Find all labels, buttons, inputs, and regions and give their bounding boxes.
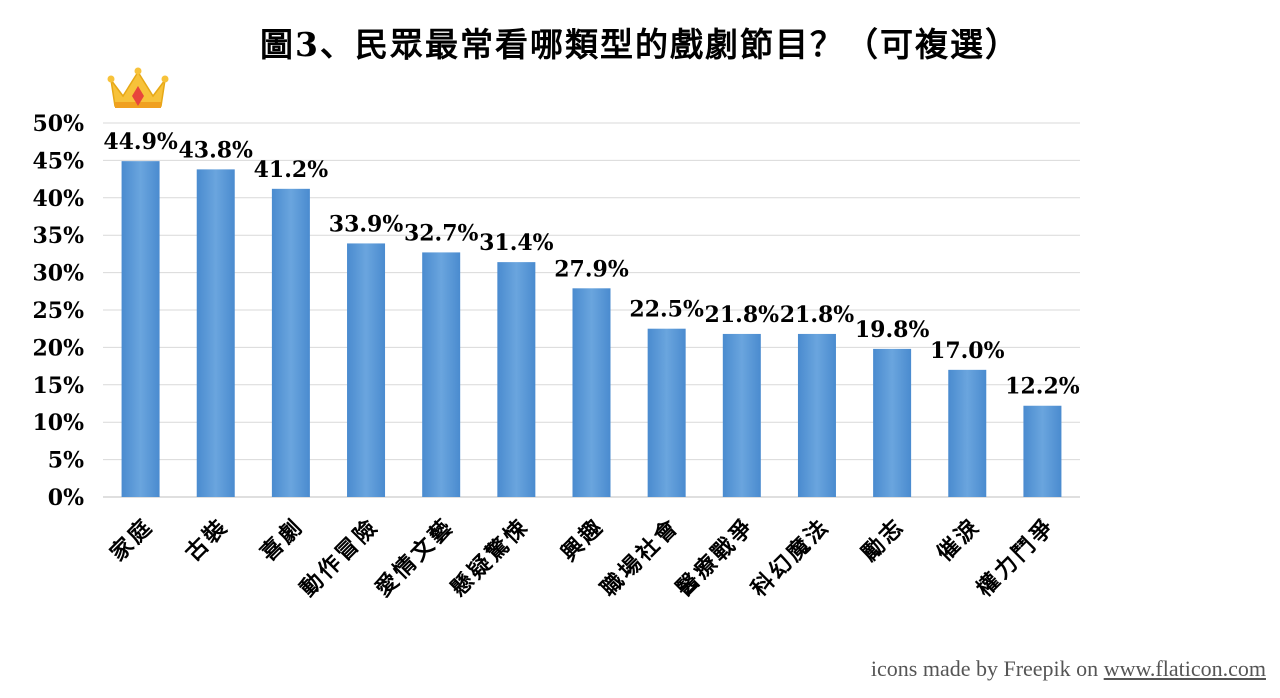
x-tick-label: 勵志 [857, 513, 911, 567]
bar [347, 243, 386, 497]
bar [196, 169, 235, 497]
value-label: 44.9% [103, 129, 178, 155]
bar [422, 252, 461, 497]
x-tick-label: 醫療戰爭 [671, 513, 760, 602]
y-tick-label: 35% [32, 223, 84, 249]
value-label: 21.8% [780, 302, 855, 328]
bar [121, 161, 160, 497]
value-label: 41.2% [254, 157, 329, 183]
x-tick-label: 愛情文藝 [370, 513, 459, 602]
bar [647, 328, 686, 497]
x-tick-label: 權力鬥爭 [972, 513, 1061, 602]
y-axis-ticks: 0% 5% 10% 15% 20% 25% 30% 35% 40% 45% 50% [32, 111, 84, 511]
chart-title: 圖3、民眾最常看哪類型的戲劇節目？（可複選） [260, 25, 1020, 64]
y-tick-label: 40% [32, 186, 84, 212]
x-tick-label: 職場社會 [596, 513, 685, 602]
value-label: 32.7% [404, 220, 479, 246]
bars [121, 161, 1062, 497]
bar [873, 348, 912, 497]
value-label: 12.2% [1005, 374, 1080, 400]
y-tick-label: 30% [32, 261, 84, 287]
x-tick-label: 催淚 [932, 513, 986, 567]
y-tick-label: 10% [32, 410, 84, 436]
value-label: 17.0% [930, 338, 1005, 364]
credit-text: icons made by Freepik on [870, 656, 1104, 681]
y-tick-label: 0% [48, 485, 84, 511]
bar [948, 369, 987, 497]
y-tick-label: 5% [48, 448, 84, 474]
x-tick-label: 懸疑驚悚 [445, 513, 534, 602]
value-label: 33.9% [329, 211, 404, 237]
bar [271, 188, 310, 497]
y-tick-label: 20% [32, 335, 84, 361]
y-tick-label: 50% [32, 111, 84, 137]
y-tick-label: 25% [32, 298, 84, 324]
bar [722, 333, 761, 497]
value-label: 31.4% [479, 230, 554, 256]
value-label: 43.8% [178, 137, 253, 163]
value-label: 19.8% [855, 317, 930, 343]
value-label: 21.8% [705, 302, 780, 328]
x-tick-label: 興趣 [556, 513, 610, 567]
value-label: 27.9% [554, 256, 629, 282]
value-label: 22.5% [629, 297, 704, 323]
value-labels: 44.9% 43.8%41.2% 33.9% 32.7% 31.4%27.9%22.5%… [103, 129, 1079, 400]
x-tick-label: 動作冒險 [295, 513, 384, 602]
y-tick-label: 15% [32, 373, 84, 399]
crown-icon [107, 67, 169, 108]
x-tick-label: 古裝 [180, 513, 234, 567]
bar [797, 333, 836, 497]
y-tick-label: 45% [32, 148, 84, 174]
bar [1023, 405, 1062, 497]
x-tick-label: 喜劇 [255, 513, 309, 567]
bar [497, 262, 536, 497]
bar [572, 288, 611, 497]
icon-credit: icons made by Freepik on www.flaticon.co… [871, 656, 1266, 682]
x-tick-label: 科幻魔法 [746, 513, 835, 602]
x-tick-label: 家庭 [105, 513, 159, 567]
credit-link[interactable]: www.flaticon.com [1103, 656, 1266, 681]
